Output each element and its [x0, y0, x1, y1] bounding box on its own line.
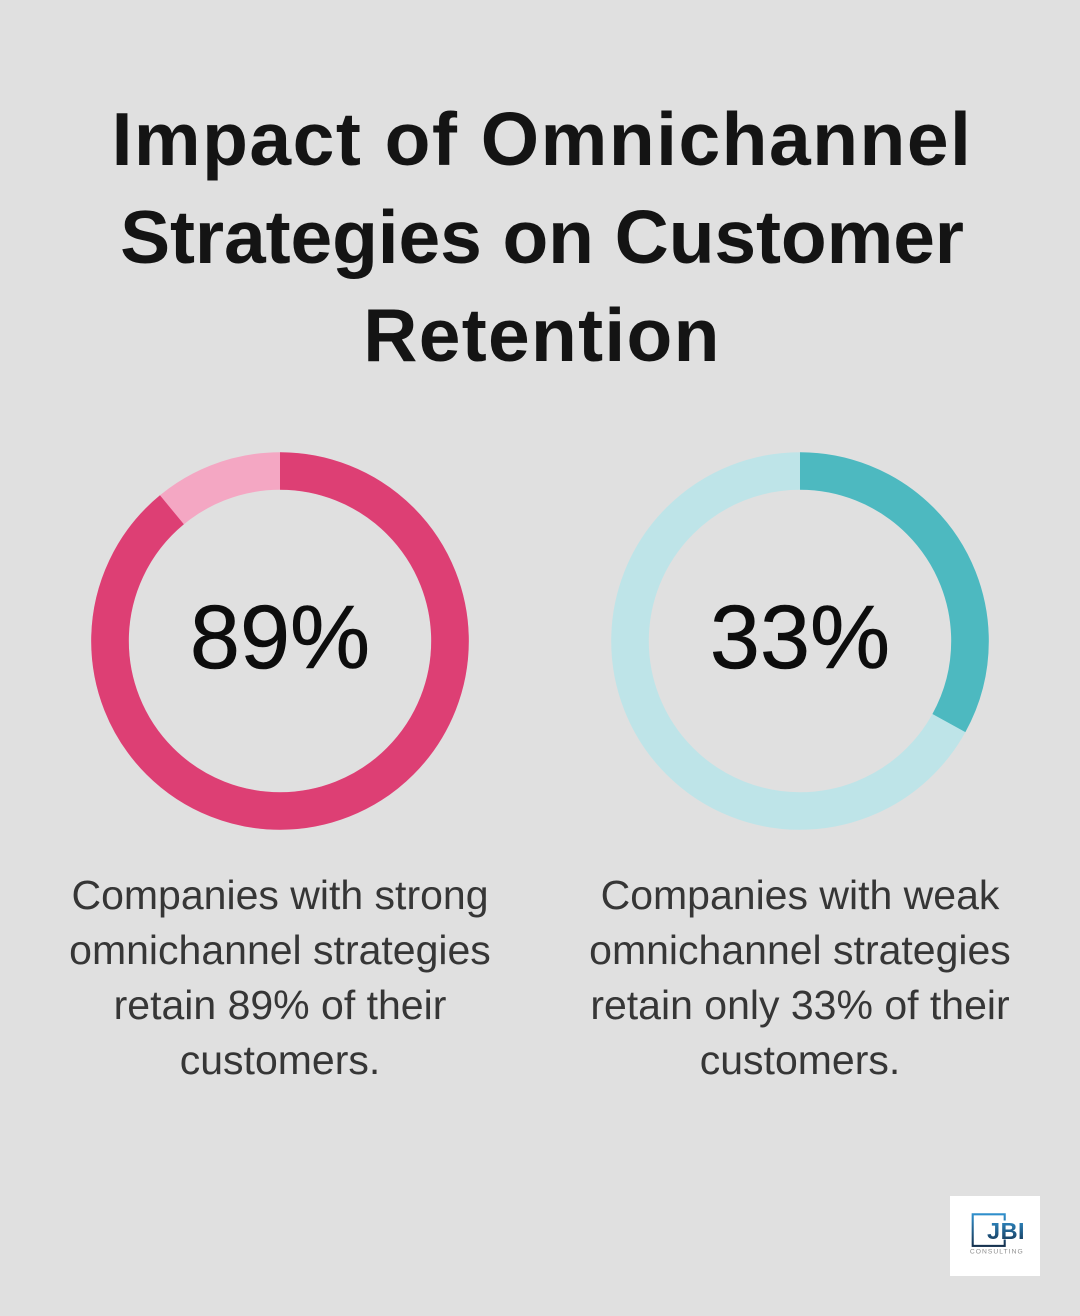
svg-text:CONSULTING: CONSULTING	[970, 1248, 1024, 1255]
svg-text:JBI: JBI	[987, 1218, 1025, 1244]
